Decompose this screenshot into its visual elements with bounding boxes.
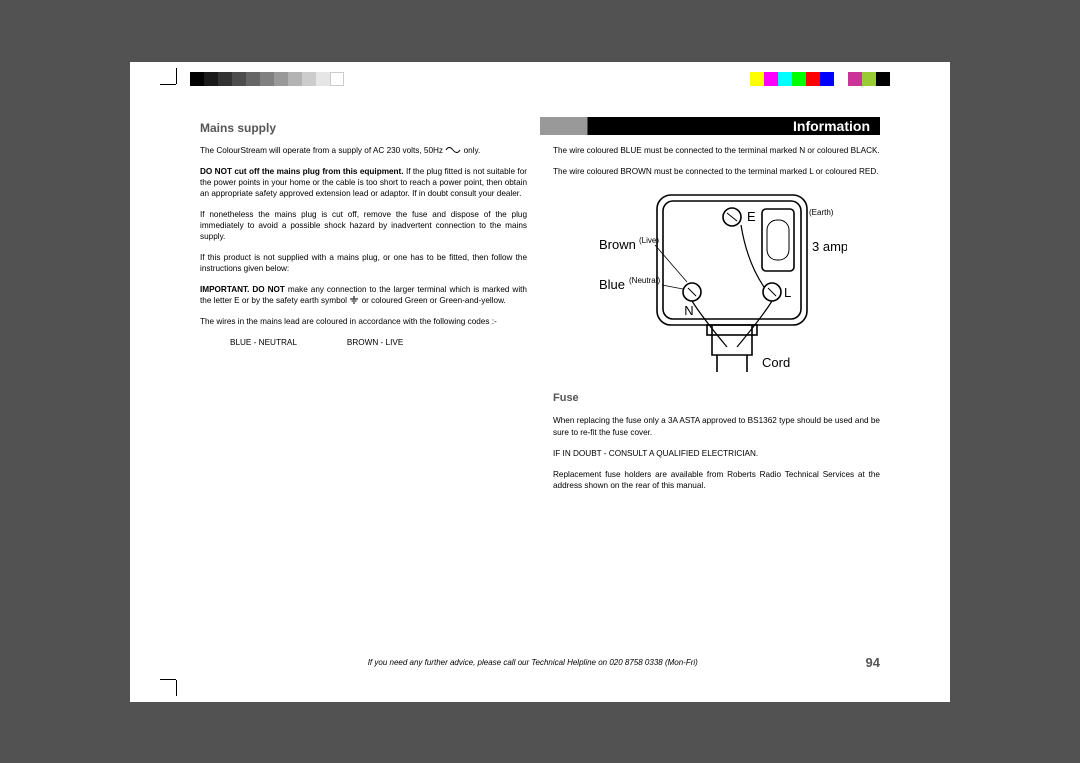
code-blue: BLUE - NEUTRAL [230, 337, 297, 348]
earth-symbol-icon [349, 296, 359, 306]
crop-mark [176, 68, 177, 84]
two-column-layout: The ColourStream will operate from a sup… [200, 145, 880, 501]
svg-text:N: N [684, 303, 693, 318]
svg-text:Brown: Brown [599, 237, 636, 252]
bold-text: IMPORTANT. DO NOT [200, 285, 285, 294]
paragraph: If this product is not supplied with a m… [200, 252, 527, 274]
paragraph: The wire coloured BROWN must be connecte… [553, 166, 880, 177]
paragraph: The wires in the mains lead are coloured… [200, 316, 527, 327]
paragraph: IMPORTANT. DO NOT make any connection to… [200, 284, 527, 306]
crop-mark [160, 84, 176, 85]
fuse-heading: Fuse [553, 391, 880, 406]
svg-text:(Live): (Live) [639, 236, 659, 245]
paragraph: If nonetheless the mains plug is cut off… [200, 209, 527, 242]
sine-wave-icon [445, 146, 461, 154]
svg-text:(Earth): (Earth) [809, 208, 834, 217]
consult-electrician: IF IN DOUBT - CONSULT A QUALIFIED ELECTR… [553, 448, 880, 459]
header-row: Mains supply Information [200, 117, 880, 135]
text: only. [464, 146, 481, 155]
left-column: The ColourStream will operate from a sup… [200, 145, 527, 501]
right-column: The wire coloured BLUE must be connected… [553, 145, 880, 501]
print-color-bars [190, 72, 890, 86]
page-content: Mains supply Information The ColourStrea… [200, 117, 880, 672]
svg-text:E: E [747, 209, 756, 224]
paragraph: The ColourStream will operate from a sup… [200, 145, 527, 156]
code-brown: BROWN - LIVE [347, 337, 403, 348]
wire-codes: BLUE - NEUTRAL BROWN - LIVE [230, 337, 527, 348]
grayscale-bar [190, 72, 344, 86]
svg-text:Cord: Cord [762, 355, 790, 370]
page-footer: If you need any further advice, please c… [200, 655, 880, 670]
svg-text:L: L [784, 285, 791, 300]
info-banner: Information [540, 117, 880, 135]
svg-text:3 amp: 3 amp [812, 239, 847, 254]
section-heading: Mains supply [200, 121, 276, 135]
paragraph: DO NOT cut off the mains plug from this … [200, 166, 527, 199]
svg-text:(Neutral): (Neutral) [629, 276, 660, 285]
paragraph: When replacing the fuse only a 3A ASTA a… [553, 415, 880, 437]
bold-text: DO NOT cut off the mains plug from this … [200, 167, 404, 176]
svg-text:Blue: Blue [599, 277, 625, 292]
text: The ColourStream will operate from a sup… [200, 146, 445, 155]
paragraph: Replacement fuse holders are available f… [553, 469, 880, 491]
paragraph: The wire coloured BLUE must be connected… [553, 145, 880, 156]
helpline-text: If you need any further advice, please c… [200, 658, 866, 667]
color-bar [750, 72, 890, 86]
crop-mark [176, 680, 177, 696]
plug-diagram: E (Earth) L N 3 amp Brown(Live) Blue (Neutral) C… [587, 187, 847, 377]
crop-mark [160, 679, 176, 680]
text: or coloured Green or Green-and-yellow. [362, 296, 506, 305]
manual-page: Mains supply Information The ColourStrea… [130, 62, 950, 702]
page-number: 94 [866, 655, 880, 670]
